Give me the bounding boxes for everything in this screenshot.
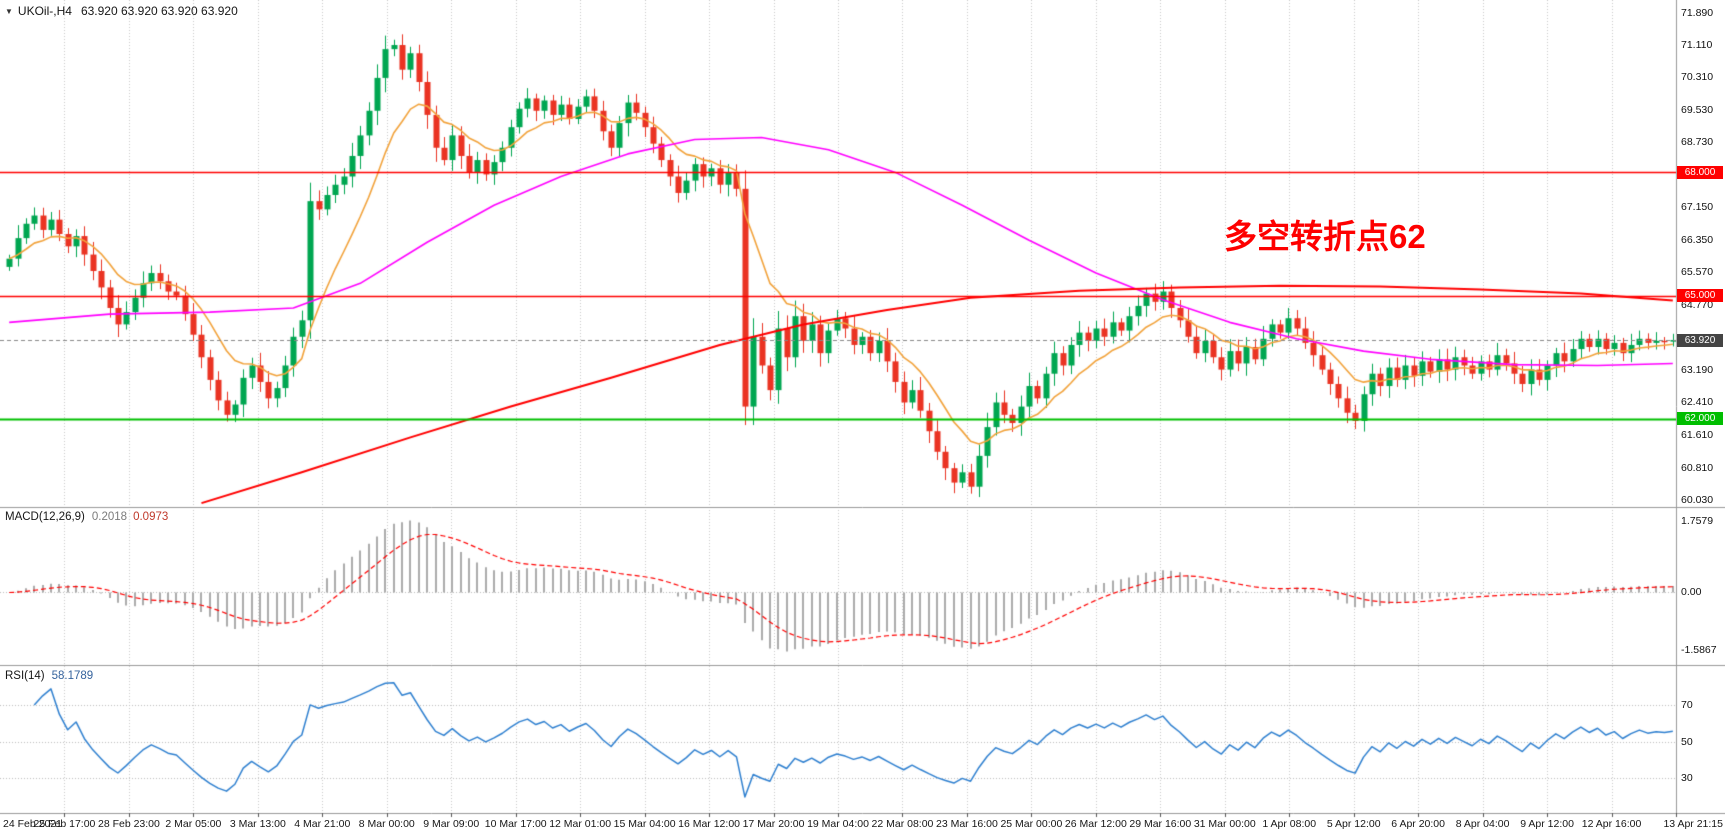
time-axis-label: 28 Feb 23:00	[97, 818, 160, 830]
time-axis-label: 4 Mar 21:00	[294, 818, 351, 830]
price-tick-label: 67.150	[1681, 201, 1714, 214]
price-tick-label: 69.530	[1681, 103, 1714, 116]
time-axis-label: 29 Mar 16:00	[1129, 818, 1192, 830]
time-axis-label: 16 Mar 12:00	[678, 818, 740, 830]
time-axis-label: 17 Mar 20:00	[742, 818, 805, 830]
rsi-value: 58.1789	[51, 670, 94, 682]
time-axis-label: 12 Apr 16:00	[1581, 818, 1642, 830]
time-axis-label: 19 Mar 04:00	[807, 818, 869, 830]
symbol-dropdown-icon[interactable]: ▼	[5, 7, 13, 17]
time-axis-label: 23 Mar 16:00	[935, 818, 998, 830]
time-axis-label: 15 Mar 04:00	[613, 818, 676, 830]
price-level-badge: 65.000	[1677, 289, 1723, 303]
macd-axis-label: 1.7579	[1681, 514, 1714, 527]
price-level-badge: 68.000	[1677, 165, 1723, 179]
ohlc-values: 63.920 63.920 63.920 63.920	[80, 4, 238, 18]
time-axis-label: 6 Apr 20:00	[1391, 818, 1445, 830]
time-axis-label: 31 Mar 00:00	[1193, 818, 1256, 830]
rsi-axis-label: 50	[1681, 735, 1693, 748]
price-tick-label: 70.310	[1681, 71, 1714, 84]
symbol-label: UKOil-,H4	[17, 4, 72, 18]
annotation-text: 多空转折点62	[1224, 218, 1426, 255]
price-tick-label: 68.730	[1681, 136, 1714, 149]
macd-header: MACD(12,26,9) 0.2018 0.0973	[5, 511, 168, 523]
time-axis-label: 1 Apr 08:00	[1262, 818, 1317, 830]
time-axis-label: 13 Apr 21:15	[1663, 818, 1723, 830]
rsi-axis-label: 30	[1681, 772, 1693, 785]
price-tick-label: 60.810	[1681, 461, 1714, 474]
price-level-badge: 63.920	[1677, 333, 1723, 347]
macd-main-value: 0.2018	[91, 511, 128, 523]
price-tick-label: 63.190	[1681, 364, 1714, 376]
rsi-header: RSI(14) 58.1789	[5, 670, 93, 682]
time-axis-label: 25 Mar 00:00	[1000, 818, 1063, 830]
price-tick-label: 62.410	[1681, 396, 1714, 409]
price-level-badge: 62.000	[1677, 412, 1723, 426]
macd-signal-value: 0.0973	[133, 511, 169, 523]
time-axis-label: 25 Feb 17:00	[33, 818, 96, 830]
time-axis-label: 8 Mar 00:00	[358, 818, 415, 830]
time-axis-label: 9 Mar 09:00	[423, 818, 480, 830]
macd-axis-label: 0.00	[1681, 586, 1702, 599]
price-tick-label: 71.890	[1681, 6, 1714, 19]
price-tick-label: 66.350	[1681, 234, 1714, 247]
price-tick-label: 71.110	[1681, 38, 1713, 51]
time-axis-label: 8 Apr 04:00	[1455, 818, 1510, 830]
time-axis-label: 22 Mar 08:00	[871, 818, 934, 830]
macd-label: MACD(12,26,9)	[5, 511, 85, 523]
time-axis-label: 12 Mar 01:00	[549, 818, 612, 830]
time-axis-label: 9 Apr 12:00	[1520, 818, 1574, 830]
time-axis-label: 5 Apr 12:00	[1326, 818, 1381, 830]
price-tick-label: 60.030	[1681, 493, 1714, 506]
rsi-axis-label: 70	[1681, 699, 1693, 712]
time-axis-label: 24 Feb 2021	[3, 818, 62, 830]
time-axis-label: 2 Mar 05:00	[165, 818, 222, 830]
time-axis-label: 3 Mar 13:00	[229, 818, 286, 830]
macd-axis-label: -1.5867	[1681, 644, 1717, 657]
time-axis-label: 26 Mar 12:00	[1064, 818, 1127, 830]
price-tick-label: 65.570	[1681, 266, 1714, 279]
price-tick-label: 61.610	[1681, 428, 1714, 441]
chart-header: ▼ UKOil-,H4 63.920 63.920 63.920 63.920	[5, 4, 238, 18]
rsi-label: RSI(14)	[5, 670, 45, 682]
time-axis-label: 10 Mar 17:00	[484, 818, 547, 830]
